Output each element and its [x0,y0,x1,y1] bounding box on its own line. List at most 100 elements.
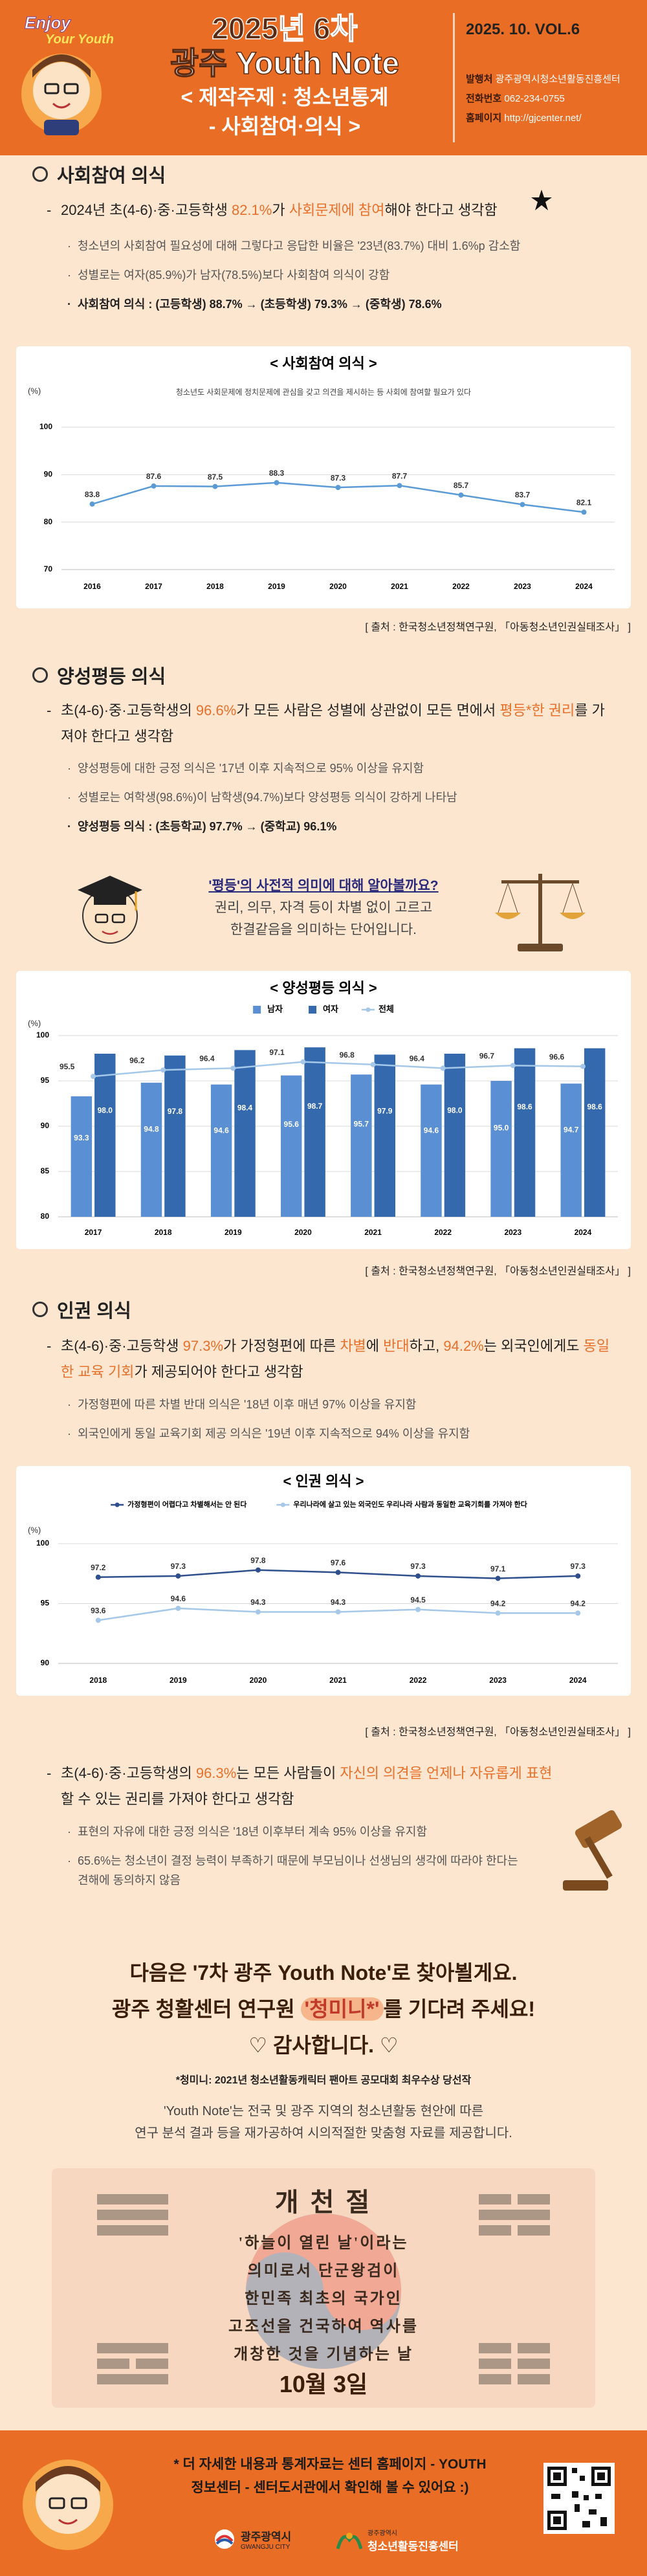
legend-swatch [280,1502,285,1507]
chart-title: < 양성평등 의식 > [270,980,377,996]
y-tick-label: 85 [41,1166,50,1175]
marker [370,1061,376,1067]
x-tick-label: 2019 [170,1676,187,1685]
marker [212,483,218,489]
value-label: 97.3 [171,1562,186,1571]
marker [160,1067,166,1073]
y-unit: (%) [28,1018,41,1028]
marker [580,1063,586,1069]
value-label: 95.5 [60,1062,75,1071]
holiday-date: 10월 3일 [279,2371,368,2397]
closing-line: 광주 청활센터 연구원 '청미니*' 를 기다려 주세요! [0,1991,647,2027]
highlight: 반대 [383,1338,410,1354]
x-tick-label: 2022 [434,1228,452,1237]
heading-text: 사회참여 의식 [57,166,166,186]
logo-name: 광주광역시 [241,2531,292,2543]
bar [374,1054,395,1217]
main-point: 초(4-6)·중·고등학생의 96.6%가 모든 사람은 성별에 상관없이 모든… [47,698,616,749]
y-unit: (%) [28,386,41,395]
x-tick-label: 2018 [155,1228,172,1237]
value-label: 97.1 [490,1564,506,1573]
marker [274,480,280,485]
text: 가 [272,202,289,218]
value-label: 87.5 [208,472,223,482]
section-heading: 양성평등 의식 [32,661,166,689]
x-tick-label: 2020 [294,1228,312,1237]
holiday-line: 고조선을 건국하여 역사를 [228,2318,419,2335]
value-label: 97.3 [571,1562,586,1571]
logo-bottom: Your Youth [45,32,114,47]
value-label: 96.4 [410,1054,425,1063]
bar [584,1048,606,1217]
value-label: 94.2 [490,1599,506,1608]
value-label: 96.6 [549,1052,565,1061]
marker [415,1606,421,1612]
legend-label: 가정형편이 어렵다고 차별해서는 안 된다 [127,1500,247,1509]
legend: 가정형편이 어렵다고 차별해서는 안 된다 우리나라에 살고 있는 외국인도 우리… [111,1500,528,1509]
marker [175,1605,181,1611]
x-tick-label: 2018 [89,1676,107,1685]
bullet: 양성평등에 대한 긍정 의식은 '17년 이후 지속적으로 95% 이상을 유지… [67,759,617,778]
info-value: http://gjcenter.net/ [504,113,582,124]
x-tick-label: 2021 [391,582,408,591]
bar [444,1054,466,1217]
graduate-icon [78,876,142,944]
x-tick-label: 2017 [145,582,162,591]
y-tick-label: 80 [41,1212,50,1221]
legend-label: 여자 [323,1004,338,1014]
holiday-line: '하늘이 열린 날'이라는 [238,2235,409,2252]
closing: 다음은 '7차 광주 Youth Note'로 찾아뵐게요. 광주 청활센터 연… [0,1955,647,2063]
x-tick-label: 2017 [85,1228,102,1237]
y-tick-label: 90 [41,1658,50,1667]
x-tick-label: 2023 [504,1228,521,1237]
info-question: '평등'의 사전적 의미에 대해 알아볼까요? [208,878,439,893]
value-label: 96.4 [199,1054,215,1063]
closing-line: 다음은 '7차 광주 Youth Note'로 찾아뵐게요. [129,1961,518,1984]
value-label: 98.4 [237,1104,253,1113]
value-label: 97.2 [91,1563,106,1572]
gavel-icon [563,1810,622,1891]
marker [335,485,341,491]
legend-swatch [309,1006,317,1014]
value-label: 93.6 [91,1606,106,1616]
marker [335,1609,341,1615]
bar [560,1083,582,1217]
value-label: 96.8 [339,1050,355,1060]
text: 에 [366,1338,384,1354]
highlight: 96.6% [195,702,237,718]
info-label: 발행처 [466,74,493,85]
chart: < 양성평등 의식 > (%) 80 85 90 95 100 2017 2018 2019 202… [28,980,618,1237]
footer-line: * 더 자세한 내용과 통계자료는 센터 홈페이지 - YOUTH [173,2457,487,2472]
note: *청미니: 2021년 청소년활동캐릭터 팬아트 공모대회 최우수상 당선작 [175,2075,472,2086]
highlight: 동일한 교육 기회 [61,1338,610,1380]
marker [575,1573,581,1579]
highlight: 96.3% [195,1765,237,1781]
logo-top: Enjoy [25,13,71,33]
city-mark [215,2529,234,2549]
star [531,190,552,210]
marker [91,1074,96,1079]
value-label: 94.6 [214,1126,229,1135]
value-label: 97.3 [410,1562,426,1571]
y-tick-label: 70 [44,564,53,573]
marker [397,483,402,489]
highlight: 사회문제에 참여 [289,202,385,218]
bar [164,1055,186,1217]
text: 초(4-6)·중·고등학생의 [61,1765,196,1781]
holiday-line: 의미로서 단군왕검이 [247,2263,400,2280]
value-label: 83.7 [515,491,531,500]
marker [495,1610,501,1616]
text: 2024년 초(4-6)·중·고등학생 [61,202,232,218]
value-label: 97.8 [168,1107,183,1116]
info-value: 광주광역시청소년활동진흥센터 [495,74,620,85]
bullet: 가정형편에 따른 차별 반대 의식은 '18년 이후 매년 97% 이상을 유지… [67,1395,617,1414]
x-tick-label: 2021 [364,1228,382,1237]
value-label: 96.7 [479,1051,495,1060]
bar [490,1081,512,1217]
y-tick-label: 90 [41,1121,50,1130]
bar [210,1084,232,1217]
value-label: 97.1 [269,1048,285,1057]
taegukgi [97,2194,550,2384]
bar [234,1050,256,1217]
value-label: 95.6 [284,1120,300,1129]
